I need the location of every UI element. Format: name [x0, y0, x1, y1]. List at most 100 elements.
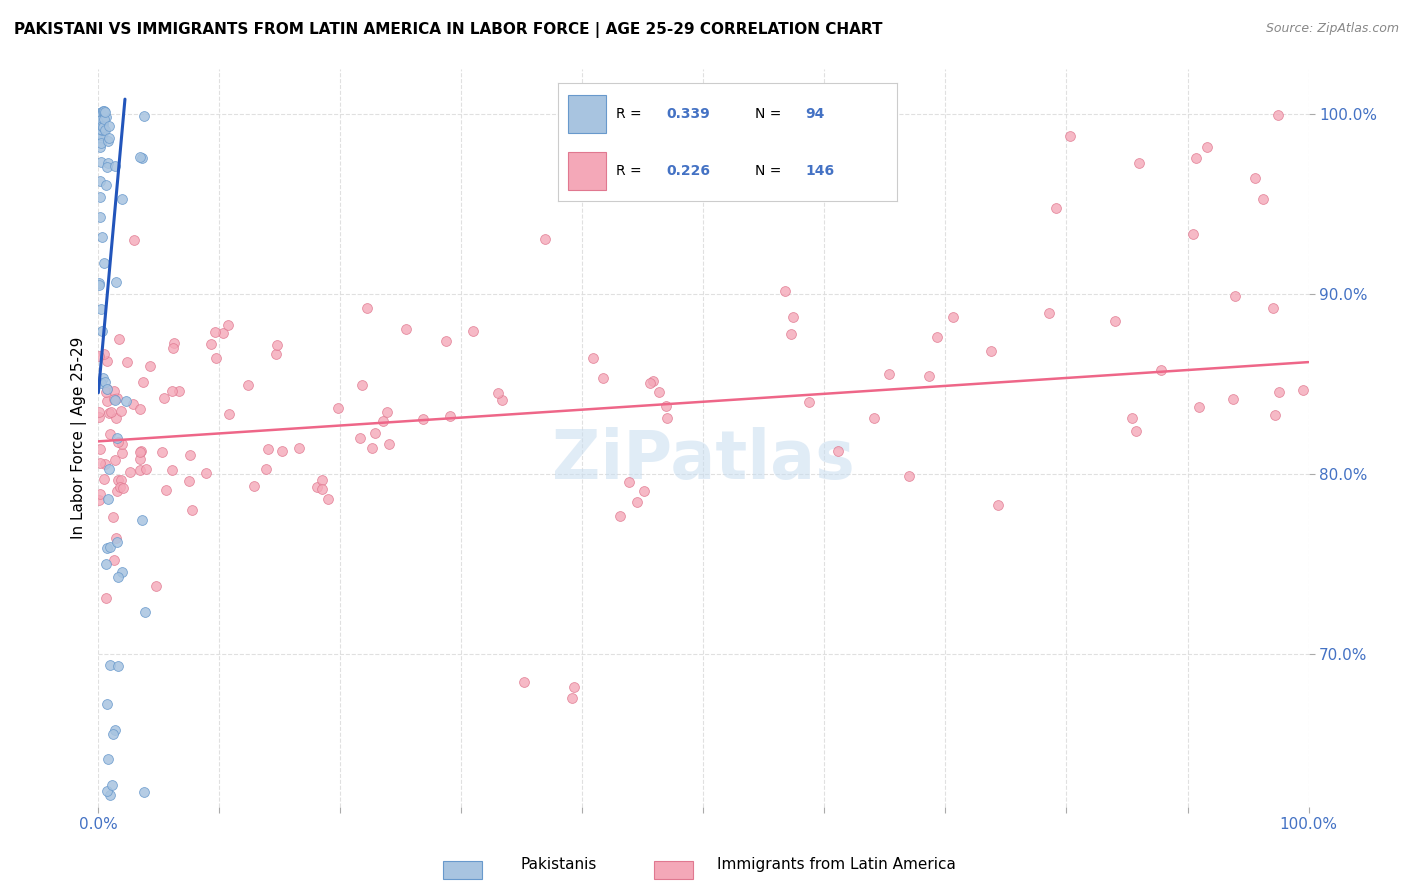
Point [181, 503, 204, 517]
Point [98, 658, 121, 673]
Point [128, 150, 150, 164]
Point [394, 322, 416, 336]
Point [107, 570, 129, 584]
Point [93, 347, 115, 361]
Point [98, 540, 121, 554]
Point [89, 110, 111, 124]
Point [200, 337, 222, 351]
Point [91, 116, 114, 130]
Point [105, 483, 128, 498]
Point [90, 324, 112, 338]
Point [877, 367, 900, 381]
Point [87, 108, 110, 122]
Point [89, 108, 111, 122]
Point [94, 376, 117, 390]
Point [96, 697, 118, 711]
Point [97, 134, 120, 148]
Point [105, 275, 128, 289]
Point [105, 532, 128, 546]
Point [122, 233, 145, 247]
Point [134, 605, 156, 619]
Point [108, 481, 131, 495]
Point [782, 310, 804, 325]
Point [153, 391, 176, 405]
Point [799, 394, 821, 409]
Point [132, 785, 155, 799]
Point [1263, 301, 1285, 315]
Point [89, 120, 111, 134]
Point [243, 479, 266, 493]
Point [461, 324, 484, 338]
Point [434, 334, 457, 348]
Point [101, 778, 124, 792]
Point [987, 498, 1010, 512]
Point [862, 411, 884, 425]
Point [316, 492, 339, 507]
Point [89, 276, 111, 290]
Point [218, 407, 240, 421]
Point [129, 445, 152, 459]
Point [91, 120, 114, 134]
Point [564, 680, 586, 694]
Point [89, 211, 111, 225]
Point [90, 301, 112, 316]
Point [179, 474, 201, 488]
Point [128, 401, 150, 416]
Point [638, 120, 661, 134]
Point [98, 462, 121, 476]
Point [131, 376, 153, 390]
Point [129, 443, 152, 458]
Text: PAKISTANI VS IMMIGRANTS FROM LATIN AMERICA IN LABOR FORCE | AGE 25-29 CORRELATIO: PAKISTANI VS IMMIGRANTS FROM LATIN AMERI… [14, 22, 883, 38]
Point [89, 456, 111, 470]
Point [115, 393, 138, 408]
Point [162, 384, 184, 398]
Point [1150, 362, 1173, 376]
Point [91, 120, 114, 134]
Point [108, 333, 131, 347]
Point [91, 120, 114, 135]
Point [101, 509, 124, 524]
Point [264, 346, 287, 360]
Point [96, 541, 118, 556]
Point [87, 109, 110, 123]
Point [89, 115, 111, 129]
Text: Source: ZipAtlas.com: Source: ZipAtlas.com [1265, 22, 1399, 36]
Point [90, 128, 112, 142]
Point [1181, 227, 1204, 241]
Point [91, 120, 114, 135]
Point [103, 392, 125, 406]
Point [1225, 289, 1247, 303]
Point [105, 391, 128, 405]
Point [194, 466, 217, 480]
Point [94, 591, 117, 606]
Point [103, 553, 125, 567]
Point [107, 434, 129, 449]
Point [105, 534, 128, 549]
Point [90, 376, 112, 390]
Point [980, 344, 1002, 359]
Point [439, 409, 461, 424]
Point [89, 410, 111, 425]
Point [91, 117, 114, 131]
Point [90, 112, 112, 126]
Point [90, 134, 112, 148]
Point [104, 410, 127, 425]
Point [110, 473, 132, 487]
Point [256, 442, 278, 456]
Point [89, 487, 111, 501]
Point [100, 405, 122, 419]
Point [96, 178, 118, 193]
Point [94, 385, 117, 400]
Point [110, 404, 132, 418]
Point [89, 493, 111, 508]
Point [90, 112, 112, 126]
Y-axis label: In Labor Force | Age 25-29: In Labor Force | Age 25-29 [72, 336, 87, 539]
Point [98, 406, 121, 420]
Point [97, 752, 120, 766]
Point [96, 558, 118, 572]
Point [91, 115, 114, 129]
Point [160, 463, 183, 477]
Point [111, 566, 134, 580]
Point [89, 111, 111, 125]
Point [105, 431, 128, 445]
